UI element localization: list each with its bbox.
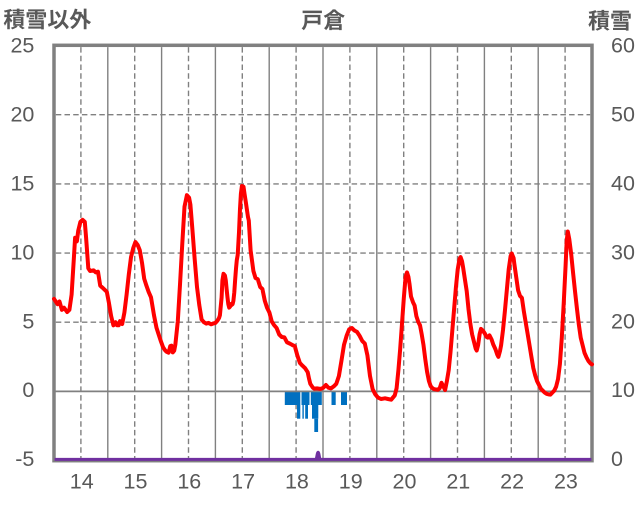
svg-text:10: 10 xyxy=(10,240,34,264)
svg-text:0: 0 xyxy=(611,447,623,471)
svg-text:14: 14 xyxy=(70,469,94,493)
svg-text:0: 0 xyxy=(22,378,34,402)
svg-text:25: 25 xyxy=(10,34,34,58)
svg-text:20: 20 xyxy=(10,103,34,127)
svg-text:21: 21 xyxy=(446,469,470,493)
svg-text:18: 18 xyxy=(285,469,309,493)
svg-text:20: 20 xyxy=(611,309,635,333)
svg-text:20: 20 xyxy=(393,469,417,493)
svg-text:-5: -5 xyxy=(15,447,34,471)
svg-text:60: 60 xyxy=(611,34,635,58)
svg-text:5: 5 xyxy=(22,309,34,333)
svg-text:23: 23 xyxy=(554,469,578,493)
svg-text:40: 40 xyxy=(611,171,635,195)
svg-text:16: 16 xyxy=(177,469,201,493)
svg-text:15: 15 xyxy=(10,171,34,195)
svg-text:15: 15 xyxy=(124,469,148,493)
svg-text:17: 17 xyxy=(231,469,255,493)
svg-text:30: 30 xyxy=(611,240,635,264)
svg-text:10: 10 xyxy=(611,378,635,402)
svg-text:50: 50 xyxy=(611,103,635,127)
svg-text:19: 19 xyxy=(339,469,363,493)
svg-text:22: 22 xyxy=(500,469,524,493)
